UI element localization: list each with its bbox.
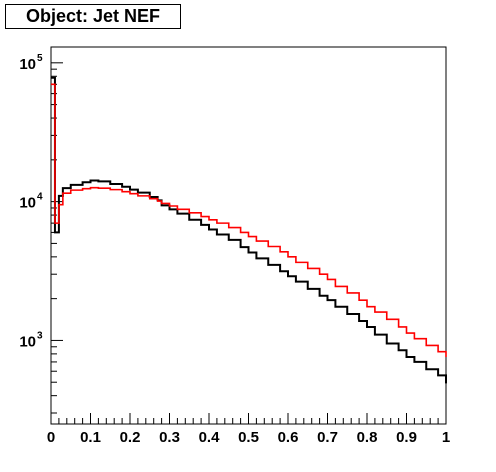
x-tick-label: 0.5 — [238, 429, 259, 446]
chart-title: Object: Jet NEF — [5, 4, 181, 29]
y-tick-label: 10 — [19, 56, 36, 73]
x-tick-label: 0 — [47, 429, 55, 446]
x-tick-label: 0.8 — [357, 429, 378, 446]
y-tick-label: 10 — [19, 195, 36, 212]
y-tick-label: 10 — [19, 333, 36, 350]
x-tick-labels: 0 0.1 0.2 0.3 0.4 0.5 0.6 0.7 0.8 0.9 1 — [47, 429, 450, 446]
x-tick-label: 0.1 — [80, 429, 101, 446]
axis-ticks — [50, 62, 447, 424]
x-tick-label: 0.9 — [396, 429, 417, 446]
x-tick-label: 0.7 — [317, 429, 338, 446]
series-black-line — [51, 76, 447, 384]
x-tick-label: 0.6 — [278, 429, 299, 446]
x-tick-label: 1 — [442, 429, 450, 446]
x-tick-label: 0.3 — [159, 429, 180, 446]
y-tick-exponent: 4 — [37, 192, 43, 203]
x-tick-label: 0.4 — [199, 429, 221, 446]
series-group — [51, 76, 447, 384]
x-tick-label: 0.2 — [120, 429, 141, 446]
y-tick-exponent: 5 — [37, 53, 43, 64]
series-red-line — [51, 83, 447, 357]
y-tick-exponent: 3 — [37, 330, 43, 341]
